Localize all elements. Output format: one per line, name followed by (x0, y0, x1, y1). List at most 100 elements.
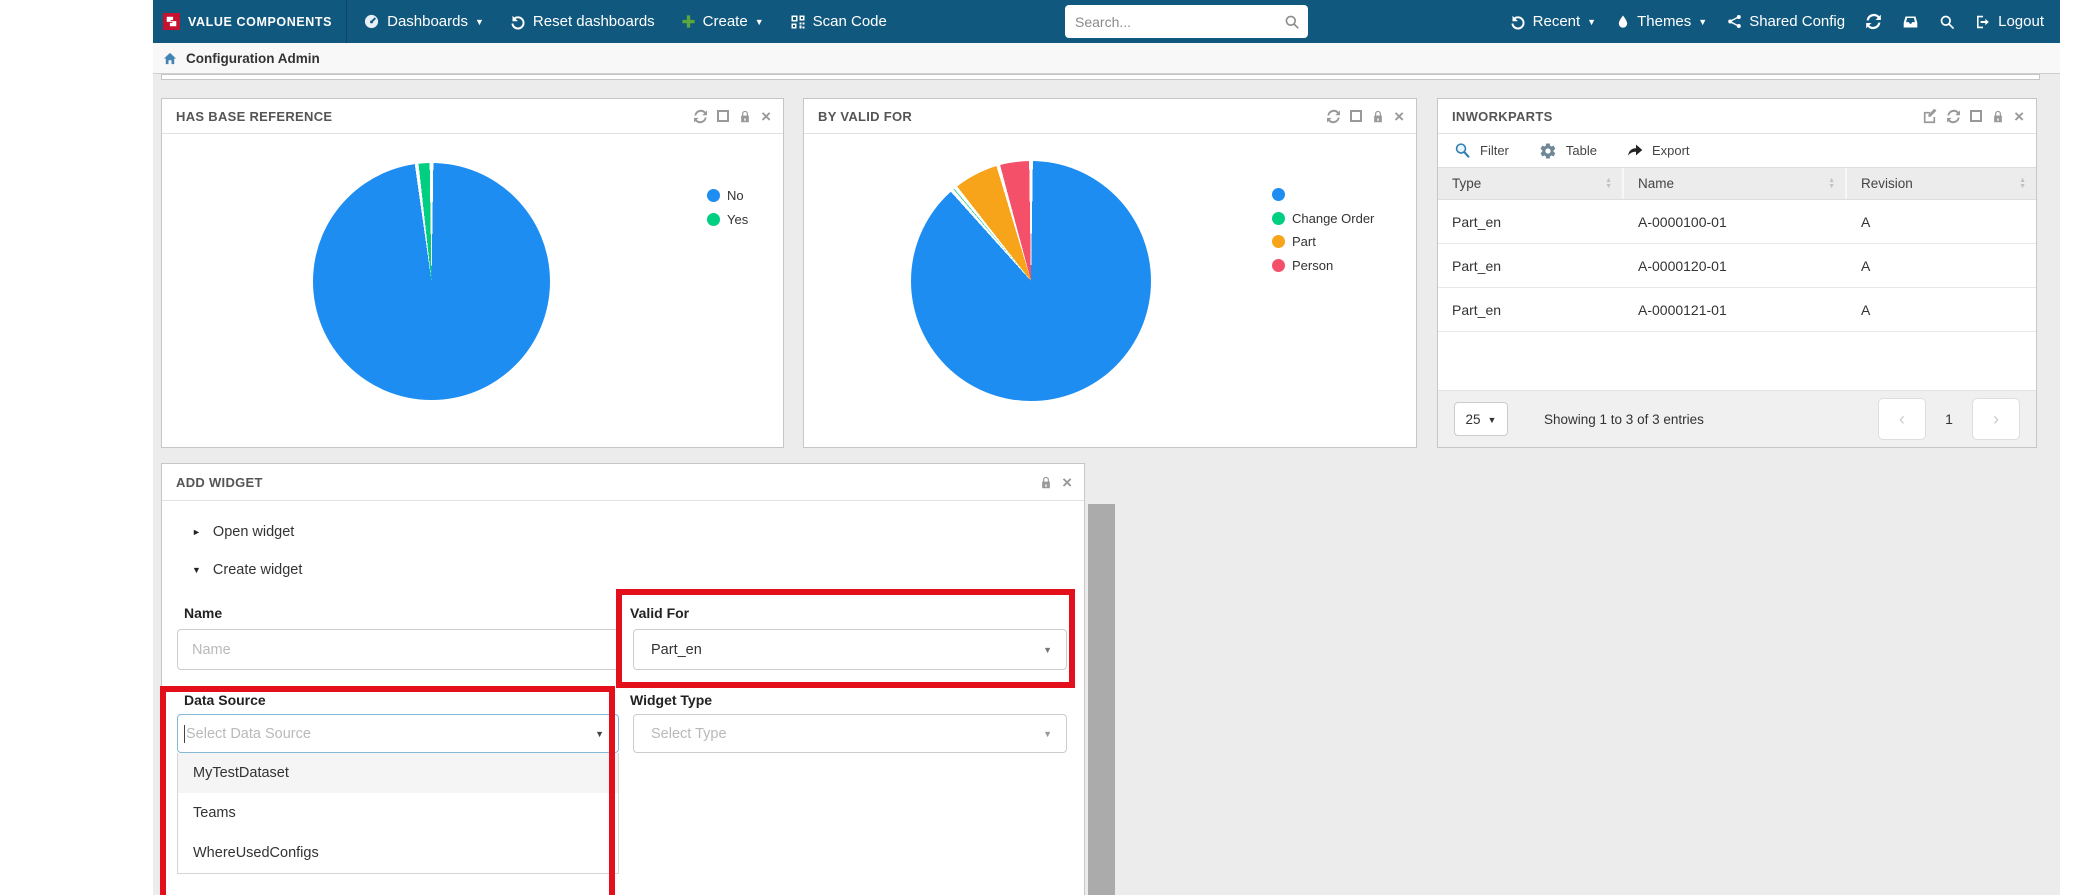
refresh-icon[interactable] (693, 109, 708, 124)
table-row[interactable]: Part_en A-0000120-01 A (1438, 244, 2036, 288)
name-field[interactable] (177, 629, 619, 670)
cell-type: Part_en (1452, 301, 1502, 318)
nav-shared-config[interactable]: Shared Config (1727, 13, 1845, 30)
close-icon[interactable]: × (1394, 106, 1404, 126)
valid-for-label: Valid For (630, 605, 690, 621)
table-toolbar: Filter Table Export (1438, 134, 2036, 167)
column-header-name[interactable]: Name ▲ ▼ (1624, 168, 1847, 199)
add-widget-body: ► Open widget ▼ Create widget Name Valid… (160, 501, 1084, 895)
pie-chart-by-valid-for[interactable] (911, 161, 1151, 401)
nav-create[interactable]: Create ▼ (681, 13, 764, 30)
nav-scan-code[interactable]: Scan Code (790, 13, 887, 30)
legend-dot (707, 212, 720, 226)
maximize-icon[interactable] (717, 110, 730, 122)
widget-type-select[interactable]: Select Type ▼ (633, 714, 1067, 753)
edit-icon[interactable] (1922, 108, 1937, 124)
column-header-type[interactable]: Type ▲ ▼ (1438, 168, 1624, 199)
gauge-icon (365, 14, 379, 29)
plus-icon (682, 15, 695, 28)
nav-dashboards[interactable]: Dashboards ▼ (363, 13, 484, 30)
qrcode-icon (791, 15, 805, 28)
dropdown-option-whereusedconfigs[interactable]: WhereUsedConfigs (193, 845, 319, 861)
widget-has-base-reference: HAS BASE REFERENCE × No Yes (161, 98, 784, 448)
refresh-icon[interactable] (1326, 109, 1341, 124)
data-source-combobox[interactable]: Select Data Source ▼ (177, 714, 619, 753)
close-icon[interactable]: × (2014, 106, 2024, 126)
legend-item[interactable]: No (707, 184, 748, 208)
table-settings-label: Table (1565, 143, 1597, 158)
table-settings-button[interactable]: Table (1539, 142, 1597, 160)
legend-dot (707, 189, 720, 203)
table-row[interactable]: Part_en A-0000121-01 A (1438, 288, 2036, 332)
nav-sync[interactable] (1865, 13, 1882, 30)
dashboard-content: HAS BASE REFERENCE × No Yes BY VALID FOR (153, 74, 2060, 895)
undo-icon (511, 15, 525, 30)
nav-inbox[interactable] (1902, 14, 1919, 30)
widget-header-icons: × (693, 108, 771, 125)
nav-search-toggle[interactable] (1939, 14, 1955, 30)
nav-divider (346, 0, 348, 43)
widget-inworkparts: INWORKPARTS × Filter T (1437, 98, 2037, 448)
app-page: VALUE COMPONENTS Dashboards ▼ Reset dash… (153, 0, 2060, 895)
create-widget-section[interactable]: ▼ Create widget (192, 562, 302, 578)
table-row[interactable]: Part_en A-0000100-01 A (1438, 200, 2036, 244)
breadcrumb-label[interactable]: Configuration Admin (186, 50, 320, 66)
sort-icon: ▲ ▼ (1828, 176, 1835, 190)
pie-chart-has-base-reference[interactable] (313, 163, 550, 400)
lock-icon[interactable] (738, 109, 752, 124)
brand[interactable]: VALUE COMPONENTS (163, 13, 332, 30)
nav-create-label: Create (702, 13, 748, 30)
nav-recent-label: Recent (1532, 13, 1581, 30)
legend-label: No (727, 188, 744, 204)
home-icon[interactable] (162, 51, 178, 66)
share-icon (1728, 15, 1741, 28)
close-icon[interactable]: × (1062, 472, 1072, 492)
lock-icon[interactable] (1039, 475, 1053, 490)
gear-icon (1540, 142, 1556, 158)
caret-right-icon: ► (192, 527, 201, 537)
nav-recent[interactable]: Recent ▼ (1510, 13, 1596, 30)
chart-body: No Yes (162, 134, 783, 447)
caret-down-icon: ▼ (1487, 414, 1497, 425)
export-button[interactable]: Export (1627, 143, 1690, 159)
close-icon[interactable]: × (761, 106, 771, 126)
legend-item[interactable]: Change Order (1272, 207, 1374, 231)
filter-button[interactable]: Filter (1454, 142, 1509, 159)
nav-reset-dashboards[interactable]: Reset dashboards (510, 13, 655, 30)
current-page-number[interactable]: 1 (1945, 411, 1953, 427)
nav-reset-dashboards-label: Reset dashboards (532, 13, 655, 30)
page-size-select[interactable]: 25 ▼ (1454, 402, 1508, 436)
panel-scrollbar[interactable] (1088, 504, 1115, 895)
legend-item[interactable] (1272, 183, 1374, 207)
legend-item[interactable]: Person (1272, 254, 1374, 278)
legend-dot (1272, 188, 1285, 202)
lock-icon[interactable] (1371, 109, 1385, 124)
search-input[interactable] (1075, 13, 1284, 30)
text-cursor (184, 724, 185, 743)
cell-revision: A (1861, 213, 1871, 230)
dropdown-option-teams[interactable]: Teams (193, 805, 236, 821)
maximize-icon[interactable] (1970, 110, 1983, 122)
tray-icon (1903, 16, 1918, 27)
search-icon[interactable] (1284, 14, 1300, 30)
cell-revision: A (1861, 301, 1871, 318)
nav-dashboards-label: Dashboards (387, 13, 468, 30)
next-page-button[interactable]: › (1972, 398, 2020, 440)
brand-logo-icon (163, 13, 180, 30)
legend-label: Change Order (1292, 210, 1375, 226)
legend-item[interactable]: Yes (707, 208, 748, 232)
refresh-icon[interactable] (1946, 109, 1961, 124)
nav-themes[interactable]: Themes ▼ (1616, 13, 1707, 30)
dropdown-option-mytestdataset[interactable]: MyTestDataset (178, 753, 618, 793)
previous-page-button[interactable]: ‹ (1878, 398, 1926, 440)
maximize-icon[interactable] (1350, 110, 1363, 122)
column-header-revision[interactable]: Revision ▲ ▼ (1861, 176, 2026, 191)
valid-for-select[interactable]: Part_en ▼ (633, 629, 1067, 670)
legend-item[interactable]: Part (1272, 230, 1374, 254)
widget-header: INWORKPARTS × (1438, 99, 2036, 134)
widget-header-icons: × (1039, 474, 1072, 491)
nav-logout[interactable]: Logout (1975, 13, 2044, 30)
legend-label: Person (1292, 257, 1334, 273)
open-widget-section[interactable]: ► Open widget (192, 524, 294, 540)
lock-icon[interactable] (1991, 109, 2005, 124)
